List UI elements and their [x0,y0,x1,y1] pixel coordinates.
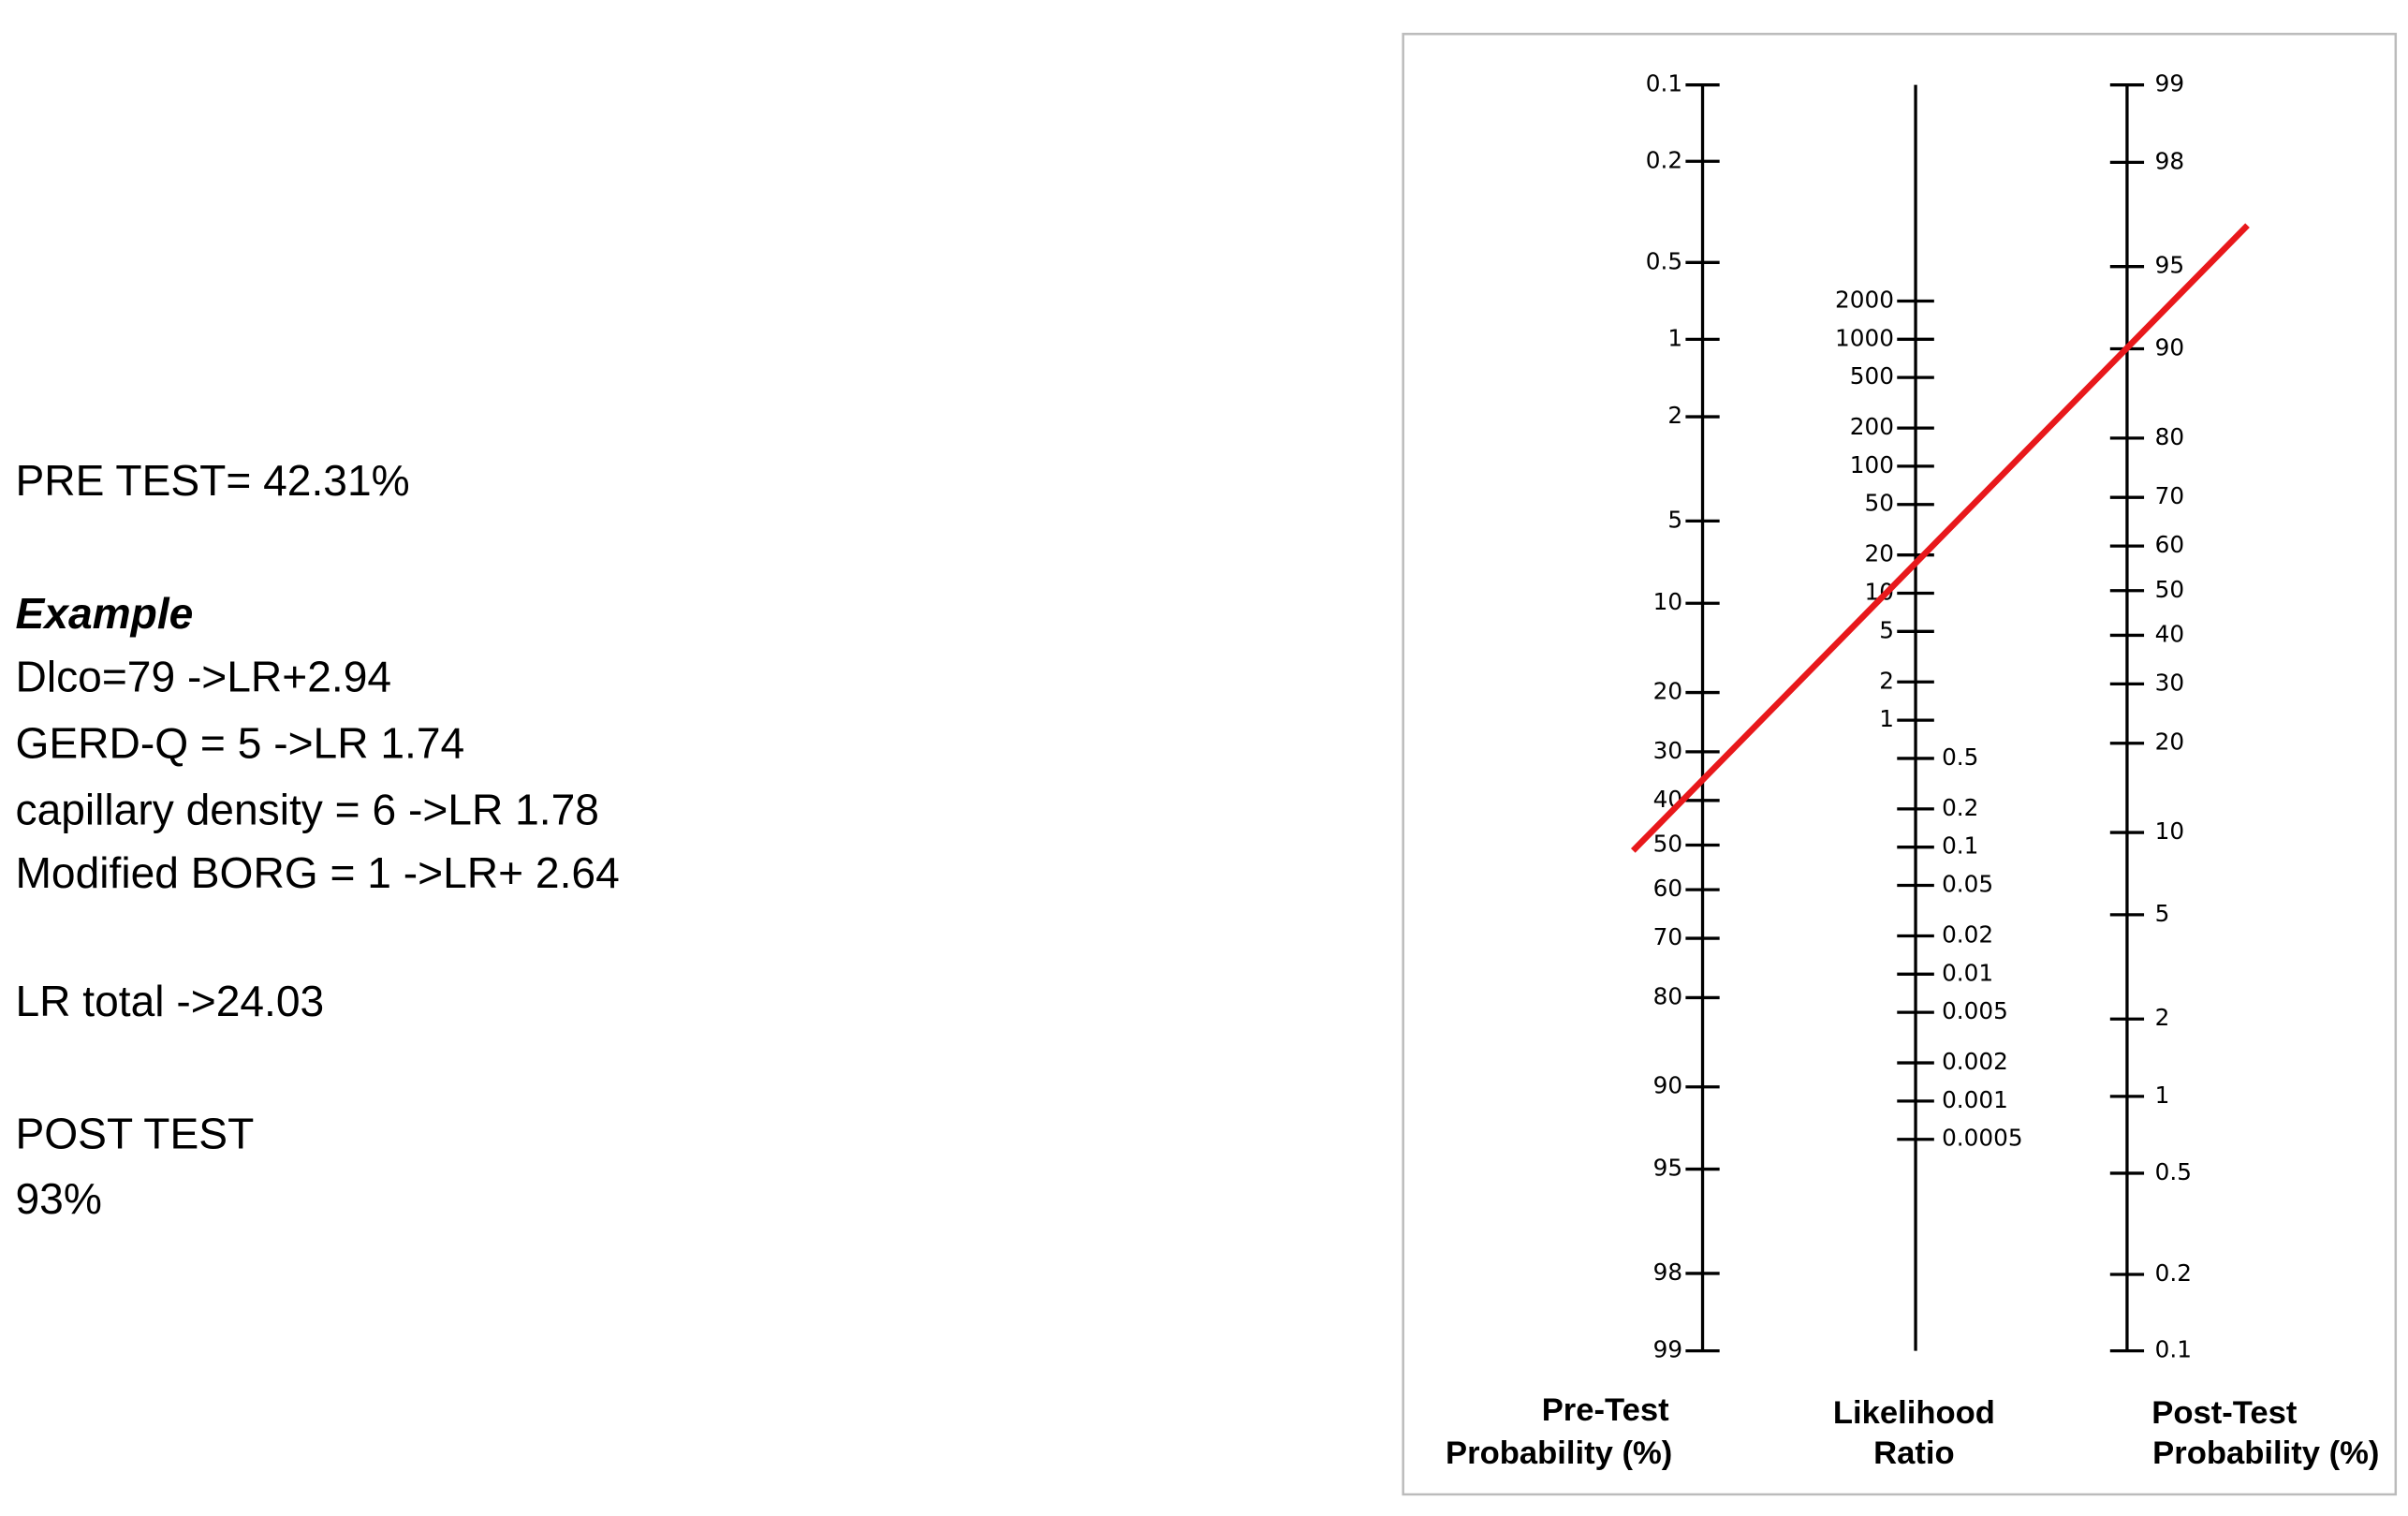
post-test-heading: POST TEST [15,1110,254,1158]
tick-label: 98 [1653,1258,1682,1286]
tick-label: 0.001 [1942,1086,2008,1113]
post-test-value: 93% [15,1174,101,1223]
pre-test-text: PRE TEST= 42.31% [15,456,409,505]
tick-label: 95 [1653,1155,1682,1182]
tick-label: 1000 [1835,324,1894,351]
tick-label: 2 [1879,667,1894,694]
tick-label: 95 [2155,252,2184,279]
axis-title: Probability (%) [2152,1435,2379,1471]
tick-label: 20 [1653,678,1682,705]
tick-label: 90 [1653,1072,1682,1099]
tick-label: 0.5 [1646,247,1682,274]
tick-label: 200 [1850,413,1894,440]
tick-label: 100 [1850,451,1894,478]
tick-label: 0.5 [2155,1158,2192,1185]
example-line: capillary density = 6 ->LR 1.78 [15,785,598,833]
tick-label: 5 [1879,616,1894,643]
tick-label: 50 [1653,830,1682,857]
tick-label: 0.002 [1942,1048,2008,1075]
nomogram-line [1630,223,2250,853]
example-line: GERD-Q = 5 ->LR 1.74 [15,719,464,768]
tick-label: 1 [2155,1082,2170,1109]
tick-label: 0.005 [1942,997,2008,1024]
tick-label: 0.5 [1942,743,1978,771]
tick-label: 70 [1653,923,1682,950]
tick-label: 0.1 [2155,1336,2192,1363]
tick-label: 60 [2155,531,2184,558]
tick-label: 80 [2155,423,2184,450]
tick-label: 30 [2155,669,2184,696]
tick-label: 10 [1653,588,1682,615]
axis-title: Probability (%) [1446,1435,1672,1471]
tick-label: 60 [1653,875,1682,902]
tick-label: 5 [1667,506,1682,533]
example-line: Modified BORG = 1 ->LR+ 2.64 [15,848,619,897]
tick-label: 0.02 [1942,920,1993,948]
tick-label: 50 [2155,576,2184,603]
tick-label: 98 [2155,147,2184,174]
axis-title: Pre-Test [1542,1392,1669,1428]
tick-label: 0.2 [2155,1259,2192,1287]
tick-label: 1 [1667,324,1682,351]
tick-label: 0.05 [1942,871,1993,898]
tick-label: 40 [2155,620,2184,647]
tick-label: 10 [2155,817,2184,845]
tick-label: 0.1 [1942,832,1978,860]
example-heading: Example [15,589,193,638]
tick-label: 70 [2155,482,2184,509]
tick-label: 2000 [1835,286,1894,313]
nomogram-frame [1402,33,2398,1496]
tick-label: 5 [2155,900,2170,927]
tick-label: 20 [1865,540,1894,567]
tick-label: 0.1 [1646,70,1682,97]
tick-label: 99 [2155,70,2184,97]
tick-label: 1 [1879,705,1894,732]
tick-label: 0.2 [1942,794,1978,821]
tick-label: 2 [1667,402,1682,429]
tick-label: 20 [2155,729,2184,756]
tick-label: 0.2 [1646,146,1682,173]
tick-label: 0.0005 [1942,1125,2023,1152]
axis-title: Post-Test [2151,1395,2298,1431]
tick-label: 80 [1653,982,1682,1009]
tick-label: 0.01 [1942,959,1993,986]
tick-label: 2 [2155,1004,2170,1031]
axis-title: Likelihood [1833,1395,1995,1431]
example-line: Dlco=79 ->LR+2.94 [15,653,391,701]
tick-label: 30 [1653,737,1682,764]
tick-label: 500 [1850,362,1894,390]
axis-title: Ratio [1873,1435,1955,1471]
tick-label: 99 [1653,1336,1682,1363]
tick-label: 50 [1865,490,1894,517]
tick-label: 90 [2155,334,2184,361]
lr-total: LR total ->24.03 [15,977,324,1025]
